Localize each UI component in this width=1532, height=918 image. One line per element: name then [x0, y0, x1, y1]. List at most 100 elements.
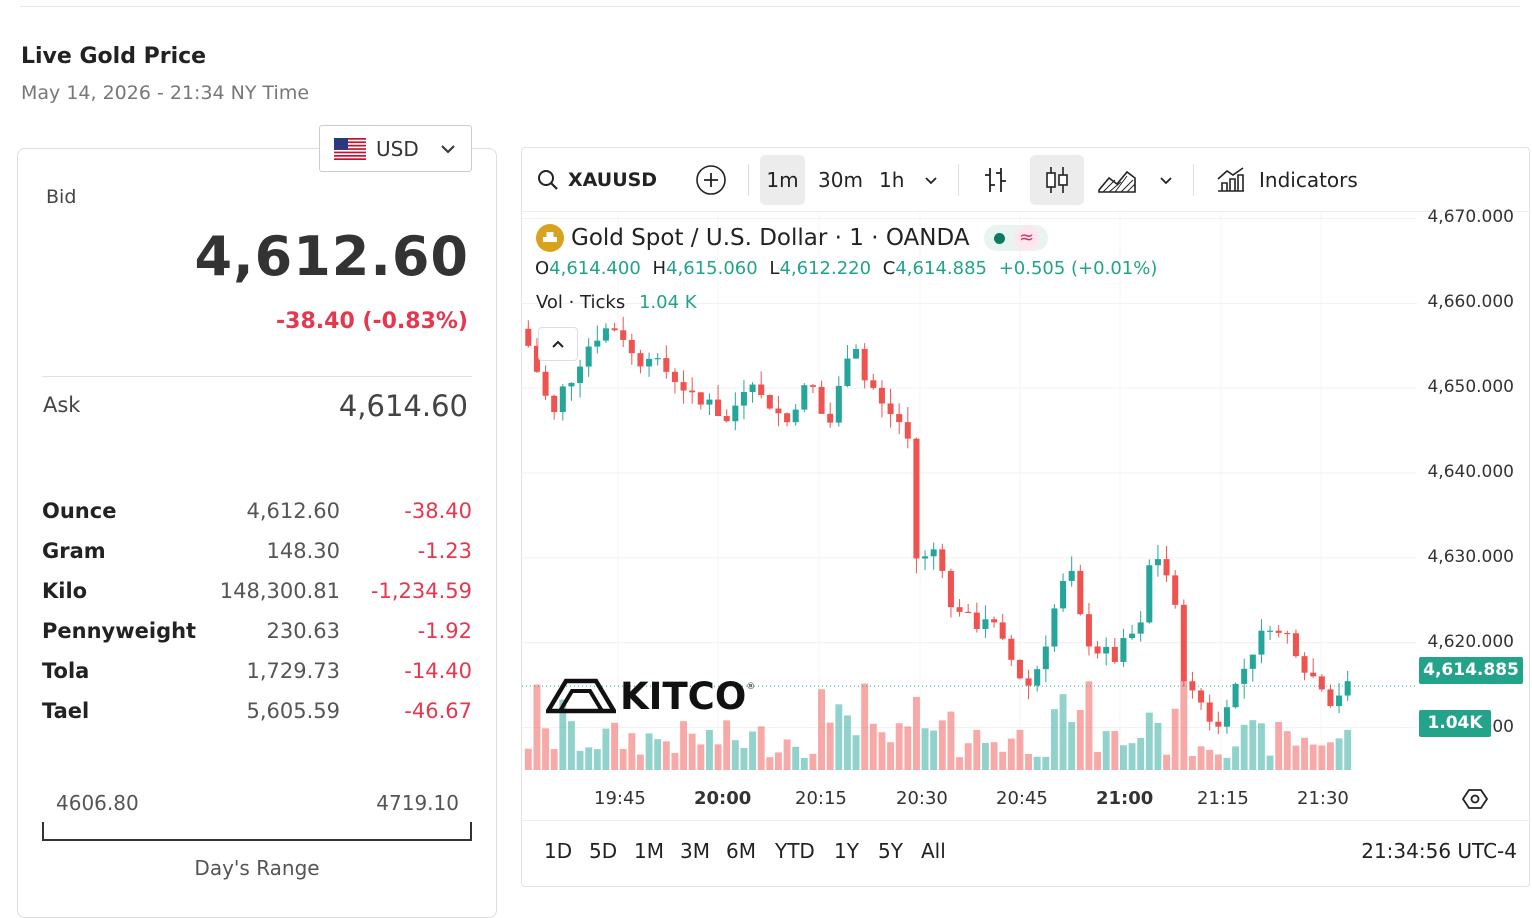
candle-body: [792, 409, 799, 423]
volume-bar: [1102, 731, 1110, 770]
time-axis-label: 20:30: [896, 788, 948, 809]
candle-body: [680, 382, 687, 391]
unit-change: -14.40: [404, 659, 472, 683]
volume-bar: [973, 729, 981, 770]
range-3m[interactable]: 3M: [680, 839, 710, 863]
compare-symbol-button[interactable]: [695, 155, 727, 205]
candle-body: [637, 353, 644, 367]
collapse-legend-button[interactable]: [538, 327, 578, 361]
candle-body: [801, 385, 808, 410]
candle-body: [844, 358, 851, 386]
volume-bar: [550, 749, 558, 770]
unit-row-pennyweight: Pennyweight 230.63 -1.92: [42, 611, 472, 651]
symbol-label: XAUUSD: [568, 169, 658, 191]
toolbar-separator: [1193, 164, 1194, 196]
range-5y[interactable]: 5Y: [878, 839, 903, 863]
volume-bar: [1111, 731, 1119, 770]
volume-bar: [636, 754, 644, 770]
gold-symbol-icon: [536, 224, 564, 252]
chart-type-dropdown[interactable]: [1157, 155, 1175, 205]
price-change: +0.505 (+0.01%): [998, 258, 1158, 279]
unit-change: -1,234.59: [370, 579, 472, 603]
volume-bar: [671, 752, 679, 770]
candle-body: [525, 328, 532, 346]
range-all[interactable]: All: [921, 839, 946, 863]
volume-bar: [1154, 722, 1162, 770]
interval-1h[interactable]: 1h: [879, 168, 905, 192]
volume-bar: [990, 742, 998, 770]
area-chart-type-button[interactable]: [1097, 155, 1137, 205]
range-6m[interactable]: 6M: [726, 839, 756, 863]
indicators-label: Indicators: [1259, 168, 1358, 192]
candle-body: [1060, 580, 1067, 609]
volume-bar: [766, 757, 774, 770]
candle-body: [1292, 633, 1299, 657]
time-axis-label: 20:45: [996, 788, 1048, 809]
close-value: 4,614.885: [895, 258, 987, 279]
volume-bar: [714, 744, 722, 770]
chart-settings-icon[interactable]: [1462, 787, 1488, 811]
chevron-down-icon: [925, 177, 937, 185]
volume-bar: [1188, 756, 1196, 770]
unit-row-ounce: Ounce 4,612.60 -38.40: [42, 491, 472, 531]
market-status-badge[interactable]: ≈: [983, 225, 1048, 251]
kitco-watermark: KITCO ®: [546, 675, 755, 718]
candle-body: [568, 382, 575, 387]
volume-bar: [1292, 745, 1300, 770]
indicators-button[interactable]: Indicators: [1215, 155, 1358, 205]
candle-body: [999, 622, 1006, 639]
volume-bar: [947, 711, 955, 770]
volume-bar: [1137, 737, 1145, 770]
candle-body: [1232, 683, 1239, 708]
open-label: O: [535, 258, 550, 279]
candle-body: [835, 385, 842, 423]
candle-body: [585, 346, 592, 367]
price-axis-label: 4,670.000: [1427, 207, 1514, 228]
area-chart-icon: [1098, 170, 1136, 193]
volume-bar: [1223, 757, 1231, 770]
volume-bar: [576, 750, 584, 770]
volume-bar: [904, 726, 912, 770]
symbol-search[interactable]: XAUUSD: [536, 155, 657, 205]
candle-body: [1267, 630, 1274, 632]
volume-bar: [1025, 754, 1033, 770]
candle-body: [542, 371, 549, 396]
candle-body: [1120, 638, 1127, 662]
candle-body: [973, 612, 980, 629]
toolbar-separator: [958, 164, 959, 196]
candle-body: [982, 619, 989, 629]
range-5d[interactable]: 5D: [589, 839, 618, 863]
candle-body: [1241, 668, 1248, 684]
bar-chart-type-button[interactable]: [982, 155, 1010, 205]
range-1y[interactable]: 1Y: [834, 839, 859, 863]
candle-body: [715, 399, 722, 417]
search-icon: [538, 170, 558, 190]
volume-bar: [938, 720, 946, 770]
ask-label: Ask: [43, 393, 81, 417]
volume-bar: [1145, 712, 1153, 770]
top-divider: [20, 6, 1520, 7]
currency-selector[interactable]: USD: [319, 125, 472, 172]
volume-bar: [843, 715, 851, 770]
volume-value: 1.04 K: [638, 292, 697, 313]
volume-bar: [731, 740, 739, 770]
volume-bar: [792, 746, 800, 770]
interval-30m[interactable]: 30m: [818, 168, 863, 192]
us-flag-icon: [334, 137, 366, 160]
volume-bar: [1163, 754, 1171, 770]
volume-bar: [1249, 720, 1257, 770]
candle-body: [939, 549, 946, 571]
volume-bar: [1068, 722, 1076, 770]
interval-dropdown[interactable]: [922, 155, 940, 205]
range-1m[interactable]: 1M: [634, 839, 664, 863]
range-ytd[interactable]: YTD: [775, 839, 815, 863]
price-chart-canvas[interactable]: [522, 212, 1530, 820]
unit-change: -38.40: [404, 499, 472, 523]
volume-bar: [567, 721, 575, 770]
unit-row-tola: Tola 1,729.73 -14.40: [42, 651, 472, 691]
volume-bar: [861, 683, 869, 770]
low-value: 4,612.220: [779, 258, 872, 279]
range-1d[interactable]: 1D: [544, 839, 573, 863]
interval-1m[interactable]: 1m: [760, 155, 805, 205]
candles-chart-type-button[interactable]: [1030, 155, 1084, 205]
